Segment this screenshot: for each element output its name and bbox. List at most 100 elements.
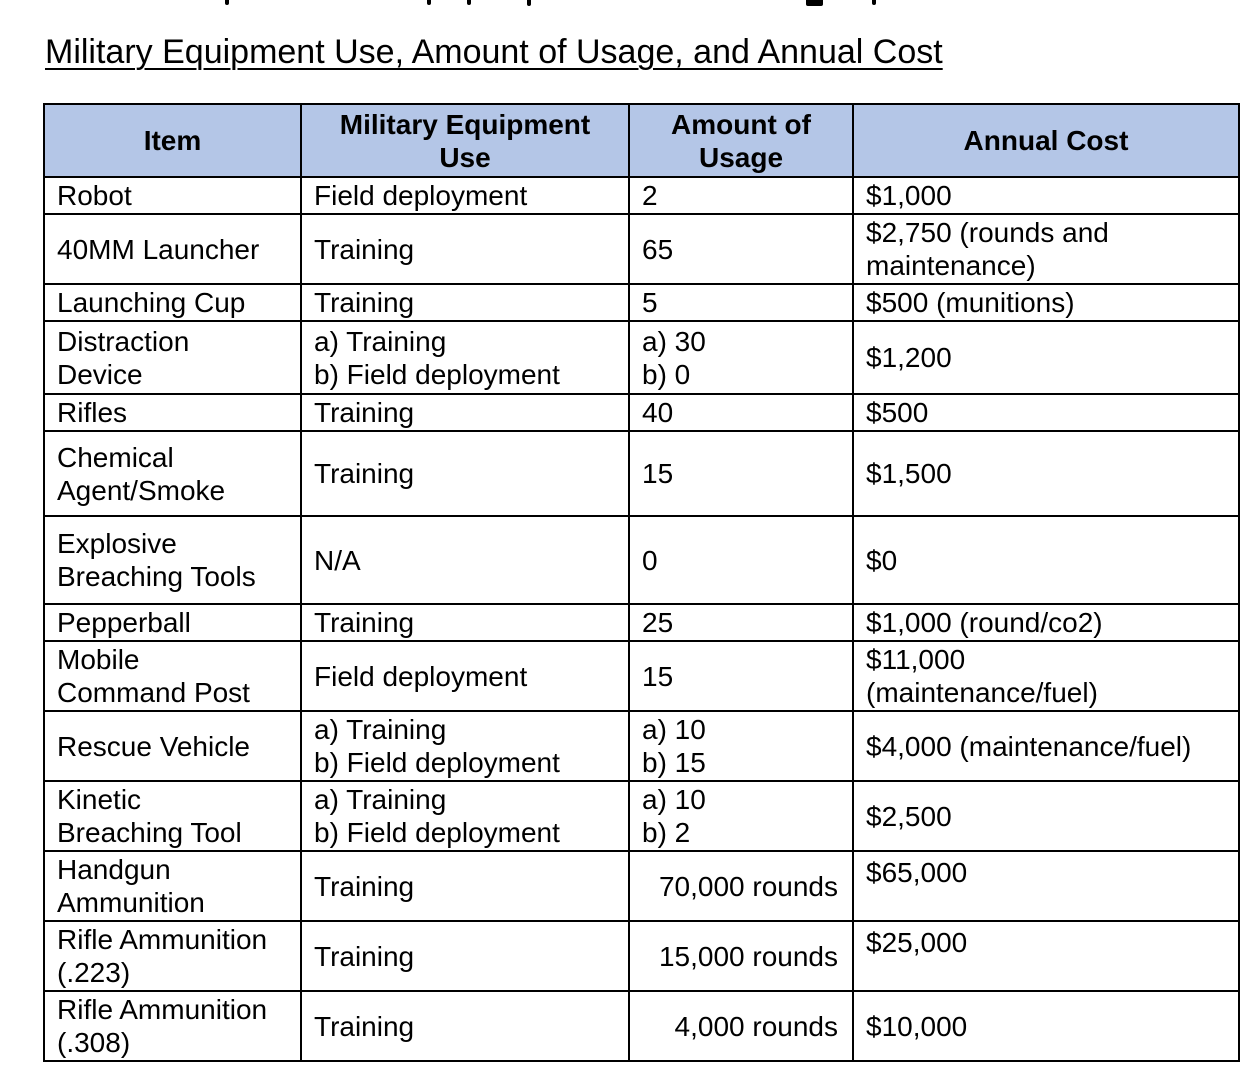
- cell-text: b) Field deployment: [314, 817, 560, 848]
- cell-cost: $65,000: [852, 850, 1240, 922]
- table-row: Kinetic Breaching Tool a) Training b) Field…: [43, 780, 1240, 852]
- column-header-cost: Annual Cost: [852, 103, 1240, 178]
- table-row: Pepperball Training 25 $1,000 (round/co2): [43, 603, 1240, 642]
- cell-text: Chemical: [57, 441, 174, 473]
- cell-text: $2,750 (rounds and: [866, 217, 1109, 248]
- cell-item: Kinetic Breaching Tool: [43, 780, 302, 852]
- cell-text: maintenance): [866, 250, 1036, 281]
- cell-use: Training: [300, 990, 630, 1062]
- cell-cost: $1,200: [852, 320, 1240, 395]
- cell-cost: $11,000 (maintenance/fuel): [852, 640, 1240, 712]
- cell-use: Training: [300, 430, 630, 517]
- glyph-fragment: [225, 0, 229, 5]
- clipped-text-fragments: [0, 0, 1258, 10]
- table-row: Handgun Ammunition Training 70,000 rounds $6…: [43, 850, 1240, 922]
- cell-text: Rifle Ammunition: [57, 994, 268, 1025]
- table-row: Rescue Vehicle a) Training b) Field deploy…: [43, 710, 1240, 782]
- cell-use: Training: [300, 920, 630, 992]
- cell-text: $2,500: [866, 800, 952, 832]
- cell-cost: $1,500: [852, 430, 1240, 517]
- cell-text: b) Field deployment: [314, 358, 560, 390]
- cell-item: 40MM Launcher: [43, 213, 302, 285]
- cell-text: Training: [314, 1010, 415, 1042]
- cell-text: $1,200: [866, 342, 952, 373]
- cell-text: 40: [642, 397, 674, 428]
- cell-text: Training: [314, 870, 415, 902]
- cell-amount: 5: [628, 283, 854, 322]
- cell-text: $1,500: [866, 458, 952, 489]
- cell-text: a) Training: [314, 714, 447, 745]
- cell-text: Training: [314, 607, 415, 638]
- cell-text: b) Field deployment: [314, 747, 560, 778]
- cell-text: Agent/Smoke: [57, 474, 226, 506]
- cell-amount: 65: [628, 213, 854, 285]
- cell-text: $65,000: [866, 857, 968, 888]
- cell-cost: $25,000: [852, 920, 1240, 992]
- glyph-fragment: [806, 0, 823, 6]
- glyph-fragment: [872, 0, 876, 5]
- cell-use: Field deployment: [300, 640, 630, 712]
- cell-text: $0: [866, 544, 898, 576]
- cell-item: Rifles: [43, 393, 302, 432]
- cell-cost: $2,500: [852, 780, 1240, 852]
- column-header-label: Item: [143, 125, 202, 156]
- cell-text: Training: [314, 287, 415, 318]
- cell-text: 0: [642, 544, 658, 576]
- page-title: Military Equipment Use, Amount of Usage,…: [45, 33, 943, 71]
- cell-amount: 40: [628, 393, 854, 432]
- table-row: 40MM Launcher Training 65 $2,750 (rounds an…: [43, 213, 1240, 285]
- cell-text: 15,000 rounds: [658, 940, 838, 972]
- cell-text: Pepperball: [57, 607, 191, 638]
- cell-item: Robot: [43, 176, 302, 215]
- cell-text: 15: [642, 660, 674, 692]
- cell-cost: $500 (munitions): [852, 283, 1240, 322]
- cell-use: a) Training b) Field deployment: [300, 320, 630, 395]
- column-header-label: Military Equipment: [339, 108, 591, 140]
- cell-use: N/A: [300, 515, 630, 605]
- cell-cost: $0: [852, 515, 1240, 605]
- table-header-row: Item Military Equipment Use Amount of Usage A…: [43, 103, 1240, 178]
- cell-text: 4,000 rounds: [674, 1010, 838, 1042]
- cell-amount: a) 10 b) 2: [628, 780, 854, 852]
- cell-text: $1,000 (round/co2): [866, 607, 1103, 638]
- cell-text: a) Training: [314, 784, 447, 815]
- cell-cost: $1,000: [852, 176, 1240, 215]
- cell-text: Breaching Tools: [57, 561, 256, 592]
- cell-item: Distraction Device: [43, 320, 302, 395]
- cell-text: Training: [314, 940, 415, 972]
- cell-amount: a) 10 b) 15: [628, 710, 854, 782]
- cell-text: (.308): [57, 1027, 131, 1058]
- cell-text: Device: [57, 358, 143, 390]
- cell-text: Command Post: [57, 677, 250, 708]
- column-header-label: Usage: [698, 141, 784, 173]
- table-row: Chemical Agent/Smoke Training 15 $1,500: [43, 430, 1240, 517]
- glyph-fragment: [527, 0, 531, 6]
- cell-amount: 15,000 rounds: [628, 920, 854, 992]
- cell-amount: a) 30 b) 0: [628, 320, 854, 395]
- cell-item: Pepperball: [43, 603, 302, 642]
- cell-amount: 25: [628, 603, 854, 642]
- cell-cost: $2,750 (rounds and maintenance): [852, 213, 1240, 285]
- cell-text: (maintenance/fuel): [866, 677, 1098, 708]
- cell-text: a) 10: [642, 784, 706, 815]
- cell-text: Training: [314, 458, 415, 489]
- table-row: Robot Field deployment 2 $1,000: [43, 176, 1240, 215]
- cell-text: $500 (munitions): [866, 287, 1075, 318]
- cell-text: Rescue Vehicle: [57, 730, 251, 762]
- cell-text: $1,000: [866, 180, 952, 211]
- cell-text: a) 30: [642, 325, 706, 357]
- cell-item: Handgun Ammunition: [43, 850, 302, 922]
- cell-use: a) Training b) Field deployment: [300, 780, 630, 852]
- cell-text: $10,000: [866, 1010, 968, 1042]
- cell-item: Rescue Vehicle: [43, 710, 302, 782]
- cell-text: Training: [314, 233, 415, 265]
- cell-amount: 2: [628, 176, 854, 215]
- cell-item: Rifle Ammunition (.308): [43, 990, 302, 1062]
- cell-item: Launching Cup: [43, 283, 302, 322]
- cell-text: 65: [642, 233, 674, 265]
- cell-text: a) Training: [314, 325, 447, 357]
- cell-text: Breaching Tool: [57, 817, 242, 848]
- cell-cost: $10,000: [852, 990, 1240, 1062]
- cell-text: 40MM Launcher: [57, 233, 260, 265]
